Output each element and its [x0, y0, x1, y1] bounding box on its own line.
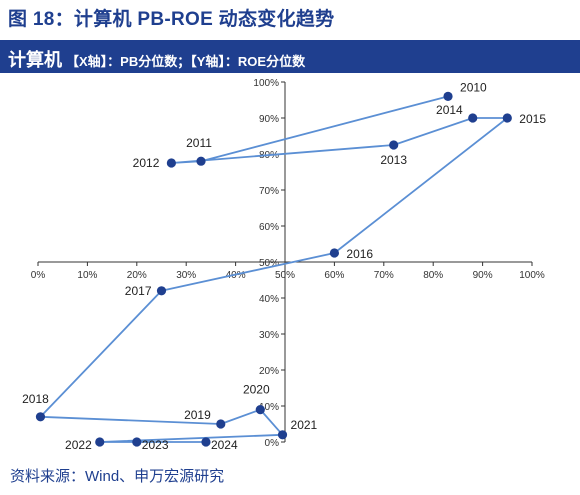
- data-point-2017: [156, 286, 167, 296]
- x-tick-label: 100%: [519, 270, 545, 281]
- data-point-2020: [255, 405, 265, 415]
- y-tick-label: 90%: [259, 114, 279, 125]
- y-tick-label: 10%: [259, 402, 279, 413]
- point-label-2015: 2015: [519, 112, 546, 126]
- point-label-2020: 2020: [243, 383, 270, 397]
- x-tick-label: 60%: [324, 270, 344, 281]
- point-label-2012: 2012: [133, 156, 160, 170]
- chart-banner: 计算机 【X轴】：PB分位数；【Y轴】：ROE分位数: [0, 40, 580, 73]
- source-note: 资料来源：Wind、申万宏源研究: [10, 468, 225, 485]
- x-tick-label: 20%: [127, 270, 147, 281]
- x-tick-label: 70%: [374, 270, 394, 281]
- point-label-2016: 2016: [346, 247, 373, 261]
- x-tick-label: 90%: [473, 270, 493, 281]
- data-point-2010: [443, 91, 453, 101]
- point-label-2022: 2022: [65, 438, 92, 452]
- y-tick-label: 0%: [265, 438, 280, 449]
- point-label-2011: 2011: [186, 136, 212, 150]
- data-point-2024: [201, 437, 211, 447]
- y-tick-label: 60%: [259, 222, 279, 233]
- data-point-2016: [329, 248, 339, 258]
- data-point-2012: [166, 158, 176, 168]
- y-tick-label: 20%: [259, 366, 279, 377]
- data-point-2018: [35, 412, 46, 422]
- x-tick-label: 30%: [176, 270, 196, 281]
- x-tick-label: 0%: [31, 270, 46, 281]
- data-point-2022: [95, 437, 105, 447]
- y-tick-label: 70%: [259, 186, 279, 197]
- point-label-2017: 2017: [125, 284, 152, 298]
- y-tick-label: 100%: [253, 78, 279, 89]
- data-point-2023: [132, 437, 142, 447]
- y-tick-label: 40%: [259, 294, 279, 305]
- point-label-2021: 2021: [291, 418, 318, 432]
- x-tick-label: 80%: [423, 270, 443, 281]
- point-label-2019: 2019: [184, 408, 211, 422]
- x-tick-label: 10%: [77, 270, 97, 281]
- data-point-2021: [277, 430, 288, 440]
- banner-title: 计算机: [8, 50, 62, 70]
- banner-text: 计算机 【X轴】：PB分位数；【Y轴】：ROE分位数: [8, 46, 305, 72]
- data-point-2015: [502, 113, 512, 123]
- y-tick-label: 30%: [259, 330, 279, 341]
- point-label-2014: 2014: [436, 103, 463, 117]
- y-tick-label: 50%: [259, 258, 279, 269]
- data-point-2019: [216, 419, 226, 429]
- data-point-2014: [468, 113, 478, 123]
- point-label-2023: 2023: [142, 438, 169, 452]
- point-label-2010: 2010: [460, 80, 487, 94]
- figure-title: 图 18：计算机 PB-ROE 动态变化趋势: [8, 9, 335, 30]
- point-label-2018: 2018: [22, 392, 49, 406]
- data-point-2011: [196, 156, 206, 166]
- x-tick-label: 50%: [275, 270, 295, 281]
- banner-axis-note: 【X轴】：PB分位数；【Y轴】：ROE分位数: [66, 54, 306, 69]
- point-label-2013: 2013: [380, 153, 407, 167]
- point-label-2024: 2024: [211, 438, 238, 452]
- data-point-2013: [389, 140, 399, 150]
